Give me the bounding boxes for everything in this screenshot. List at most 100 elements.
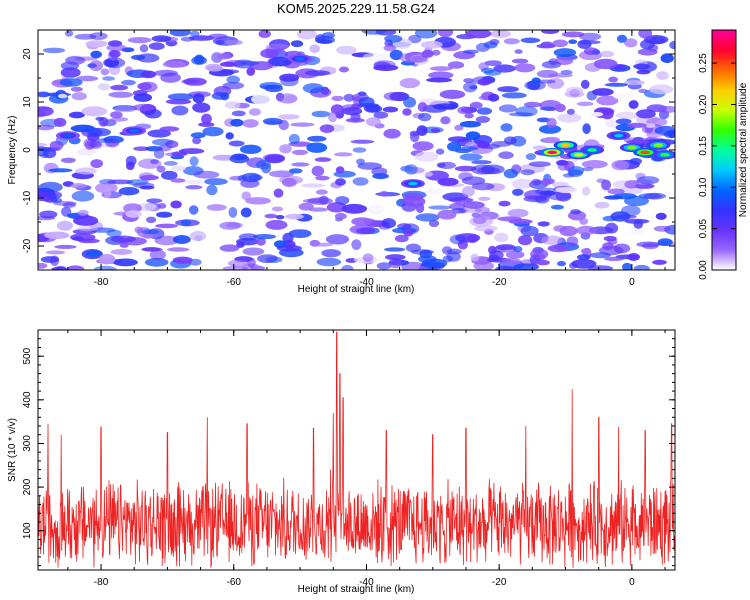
- heatmap-cell: [579, 32, 602, 41]
- heatmap-cell: [383, 44, 397, 52]
- heatmap-cell: [555, 190, 572, 202]
- heatmap-cell: [447, 141, 462, 152]
- heatmap-cell: [541, 30, 560, 34]
- heatmap-cell: [93, 265, 117, 270]
- heatmap-cell: [470, 253, 480, 262]
- heatmap-cell: [222, 265, 249, 270]
- heatmap-hotspot: [587, 148, 597, 152]
- heatmap-cell: [190, 30, 200, 37]
- heatmap-cell: [343, 93, 355, 102]
- x-tick-label: -20: [492, 577, 507, 588]
- heatmap-cell: [495, 265, 516, 270]
- heatmap-cell: [44, 231, 70, 240]
- heatmap-cell: [144, 257, 169, 267]
- heatmap-cell: [604, 256, 625, 261]
- heatmap-cell: [148, 42, 165, 50]
- heatmap-cell: [290, 122, 315, 127]
- heatmap-cell: [257, 254, 278, 263]
- heatmap-cell: [71, 190, 95, 202]
- heatmap-cell: [53, 117, 67, 127]
- heatmap-cell: [508, 112, 534, 117]
- heatmap-cell: [334, 152, 353, 157]
- heatmap-cell: [568, 39, 578, 44]
- heatmap-cell: [38, 181, 63, 193]
- heatmap-cell: [497, 86, 519, 93]
- heatmap-cell: [404, 164, 418, 175]
- heatmap-cell: [356, 158, 365, 165]
- heatmap-cell: [538, 124, 562, 134]
- heatmap-cell: [139, 174, 159, 181]
- heatmap-cell: [490, 30, 511, 38]
- heatmap-cell: [352, 177, 369, 186]
- heatmap-cell: [314, 157, 332, 162]
- heatmap-cell: [432, 103, 458, 110]
- heatmap-cell: [55, 265, 67, 270]
- heatmap-cell: [305, 70, 331, 76]
- heatmap-cell: [133, 146, 150, 151]
- heatmap-cell: [242, 247, 265, 256]
- heatmap-cell: [72, 236, 84, 241]
- heatmap-cell: [252, 234, 277, 240]
- heatmap-cell: [309, 44, 321, 53]
- heatmap-cell: [576, 254, 591, 261]
- heatmap-cell: [358, 97, 375, 107]
- heatmap-cell: [171, 105, 189, 116]
- heatmap-cell: [461, 186, 475, 197]
- heatmap-cell: [426, 188, 444, 194]
- heatmap-cell: [380, 190, 389, 197]
- heatmap-cell: [554, 103, 566, 113]
- heatmap-cell: [582, 186, 591, 196]
- heatmap-cell: [97, 138, 115, 143]
- x-tick-label: -80: [94, 577, 109, 588]
- heatmap-cell: [248, 174, 263, 181]
- heatmap-cell: [172, 256, 193, 264]
- heatmap-cell: [525, 153, 537, 161]
- heatmap-cell: [669, 40, 675, 50]
- heatmap-cell: [170, 178, 186, 183]
- heatmap-cell: [489, 39, 500, 45]
- heatmap-cell: [158, 144, 172, 152]
- heatmap-hotspot: [653, 143, 664, 147]
- heatmap-cell: [410, 249, 435, 255]
- y-tick-label: 20: [22, 48, 33, 60]
- heatmap-cell: [198, 122, 215, 127]
- heatmap-cell: [622, 262, 633, 270]
- y-tick-label: 400: [22, 391, 33, 408]
- heatmap-cell: [264, 213, 278, 219]
- heatmap-cell: [89, 60, 103, 72]
- heatmap-cell: [171, 165, 186, 172]
- heatmap-cell: [389, 49, 403, 61]
- heatmap-cell: [561, 31, 585, 38]
- heatmap-cell: [146, 216, 157, 223]
- heatmap-cell: [634, 183, 655, 189]
- heatmap-cell: [512, 188, 524, 196]
- heatmap-cell: [60, 206, 72, 217]
- heatmap-cell: [277, 93, 298, 104]
- heatmap-cell: [547, 244, 570, 253]
- heatmap-cell: [420, 40, 443, 49]
- snr-frame: [37, 329, 676, 571]
- heatmap-cell: [540, 41, 554, 48]
- heatmap-cell: [66, 265, 85, 270]
- heatmap-cell: [537, 221, 550, 227]
- heatmap-cell: [385, 254, 406, 261]
- heatmap-cell: [454, 200, 468, 206]
- heatmap-cell: [132, 182, 155, 189]
- heatmap-hotspot: [295, 57, 305, 61]
- heatmap-cell: [351, 239, 362, 251]
- heatmap-hotspot: [63, 133, 73, 138]
- heatmap-cell: [652, 259, 667, 265]
- heatmap-cell: [225, 132, 234, 140]
- heatmap-cell: [448, 197, 474, 203]
- heatmap-cell: [77, 209, 89, 216]
- heatmap-cell: [256, 160, 271, 170]
- heatmap-cell: [216, 53, 231, 60]
- heatmap-cell: [70, 183, 87, 189]
- heatmap-cell: [357, 162, 383, 170]
- heatmap-cell: [500, 123, 513, 132]
- heatmap-cell: [85, 250, 102, 257]
- colorbar: 0.00 0.05 0.10 0.15 0.20 0.25 Normalized spec…: [698, 29, 749, 280]
- heatmap-cell: [511, 58, 529, 64]
- heatmap-cell: [376, 262, 392, 270]
- heatmap-cell: [278, 114, 300, 120]
